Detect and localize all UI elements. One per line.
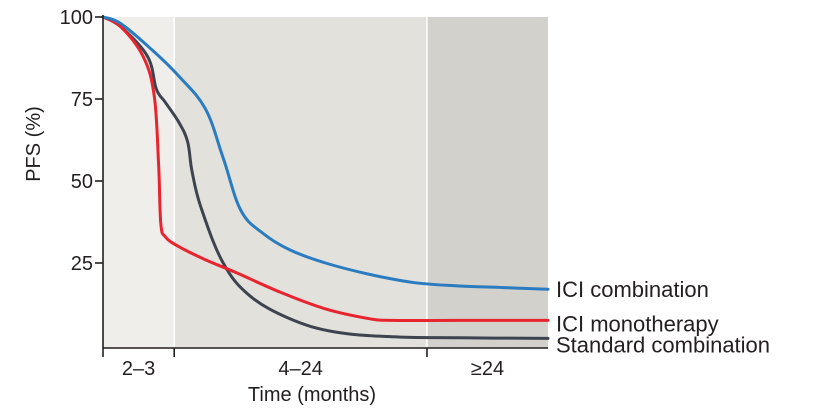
y-tick-label-0: 100: [60, 7, 93, 29]
series-label-1: ICI monotherapy: [556, 311, 719, 336]
series-line-standard-combination: [101, 15, 550, 340]
x-period-label-1: 4–24: [278, 358, 323, 380]
y-tick-label-3: 25: [71, 253, 93, 275]
period-band-1: [174, 17, 427, 348]
period-band-2: [426, 17, 548, 348]
x-period-label-2: ≥24: [471, 358, 504, 380]
y-ticks: 100 75 50 25: [60, 7, 103, 275]
series-lines: [101, 15, 550, 340]
series-line-ici-monotherapy: [101, 15, 550, 323]
x-period-label-0: 2–3: [122, 358, 155, 380]
y-axis-label: PFS (%): [23, 106, 45, 182]
y-tick-label-2: 50: [71, 171, 93, 193]
y-tick-label-1: 75: [71, 89, 93, 111]
period-band-0: [103, 17, 175, 348]
x-ticks: 2–3 4–24 ≥24: [102, 348, 504, 380]
x-axis-label: Time (months): [248, 384, 376, 406]
series-label-0: ICI combination: [556, 277, 709, 302]
series-label-2: Standard combination: [556, 332, 770, 357]
period-shading: [103, 17, 548, 348]
series-line-ici-combination: [101, 15, 550, 291]
